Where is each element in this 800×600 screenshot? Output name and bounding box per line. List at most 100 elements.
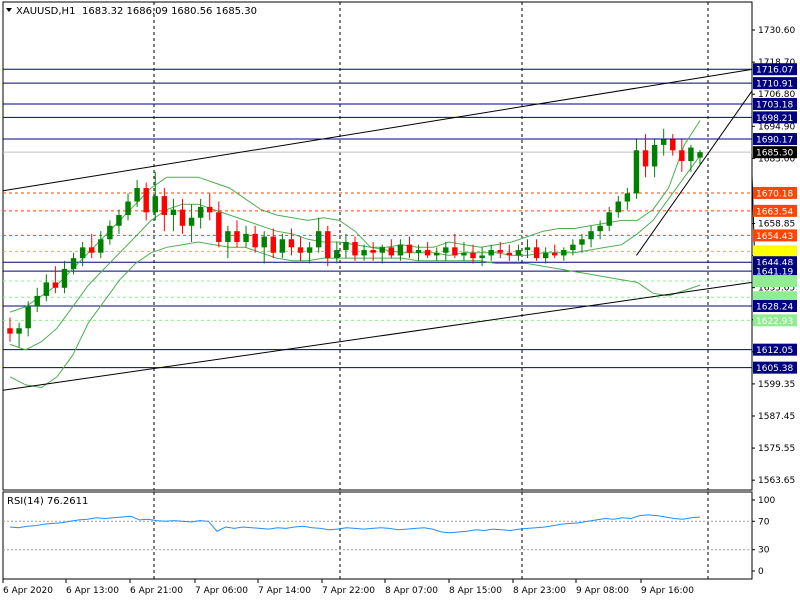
price-tag <box>753 146 797 159</box>
candle-body <box>70 258 77 269</box>
candle-body <box>642 150 649 167</box>
candle-body <box>79 247 86 259</box>
candle-body <box>279 239 286 253</box>
price-tag <box>753 111 797 124</box>
price-tag <box>753 265 797 278</box>
candle-body <box>552 252 558 256</box>
price-tag <box>753 229 797 242</box>
candle-body <box>225 231 231 242</box>
time-axis: 6 Apr 2020 6 Apr 13:00 6 Apr 21:00 7 Apr 06… <box>2 579 694 596</box>
triangle-down-icon[interactable] <box>6 8 12 12</box>
candle-body <box>107 225 113 240</box>
candle-body <box>252 233 258 248</box>
candle-body <box>134 188 140 202</box>
candle-body <box>152 196 158 213</box>
price-tick-label: 1563.65 <box>758 476 795 486</box>
candle-body <box>679 150 685 162</box>
candle-body <box>88 247 95 253</box>
rsi-axis: 100 70 30 0 <box>752 496 775 577</box>
candle-body <box>43 282 50 296</box>
price-tag-label: 1654.43 <box>756 232 793 242</box>
candle-body <box>488 250 494 256</box>
candle-body <box>61 268 68 288</box>
price-tag <box>753 77 797 90</box>
candle-body <box>243 233 249 242</box>
candle-body <box>452 247 458 256</box>
price-tag <box>753 275 797 288</box>
price-tick-label: 1575.55 <box>758 444 795 454</box>
candle-body <box>497 250 503 253</box>
candle-body <box>343 241 349 251</box>
candle-body <box>261 236 267 248</box>
candle-body <box>479 255 485 259</box>
candle-body <box>197 206 204 218</box>
time-tick-label: 8 Apr 07:00 <box>385 586 438 596</box>
candle-body <box>352 241 358 256</box>
rsi-panel-frame <box>2 491 753 580</box>
price-tick-label: 1730.60 <box>758 26 795 36</box>
rsi-vertical-grid <box>153 492 709 579</box>
price-tag-label: 1716.07 <box>756 66 793 76</box>
time-tick-label: 7 Apr 06:00 <box>195 586 248 596</box>
price-tag-label: 1703.18 <box>756 100 793 110</box>
candle-body <box>179 209 186 226</box>
candle-body <box>161 196 168 215</box>
candle-body <box>615 201 622 213</box>
price-tick-label: 1658.85 <box>758 219 795 229</box>
candle-body <box>606 212 612 226</box>
candle-body <box>16 328 22 334</box>
candle-body <box>461 252 467 256</box>
candle-body <box>216 212 222 242</box>
rsi-tick-label: 30 <box>758 546 770 556</box>
candle-body <box>570 244 576 251</box>
time-tick-label: 7 Apr 14:00 <box>258 586 311 596</box>
price-tick-label: 1587.45 <box>758 412 795 422</box>
ohlc-readout: 1683.32 1686.09 1680.56 1685.30 <box>82 6 257 17</box>
price-tag-label: 1685.30 <box>756 149 793 159</box>
candle-body <box>542 252 549 259</box>
price-tick-label: 1706.80 <box>758 90 795 100</box>
symbol-label: XAUUSD,H1 <box>16 6 75 17</box>
price-tag-label: 1644.48 <box>756 259 793 269</box>
trendline-upper-channel <box>2 68 753 192</box>
candlestick-series <box>7 128 703 348</box>
price-tick-label: 1694.90 <box>758 122 795 132</box>
candle-body <box>116 214 122 226</box>
price-tag-label: 1622.93 <box>756 317 793 327</box>
time-tick-label: 6 Apr 21:00 <box>130 586 183 596</box>
bollinger-upper-line <box>9 120 701 313</box>
rsi-series <box>9 514 701 534</box>
candle-body <box>633 150 640 194</box>
price-tag-label: 1628.24 <box>756 303 793 313</box>
candle-body <box>325 231 331 259</box>
rsi-line <box>9 514 701 534</box>
price-tag-label: 1670.18 <box>756 189 793 199</box>
price-tag <box>753 343 797 356</box>
candle-body <box>270 236 277 253</box>
candle-body <box>415 250 422 253</box>
price-panel-frame <box>2 1 753 491</box>
rsi-levels <box>3 520 752 551</box>
candle-body <box>34 295 40 307</box>
price-tag-label: 1612.05 <box>756 346 793 356</box>
price-tag <box>753 300 797 313</box>
rsi-label: RSI(14) 76.2611 <box>7 496 88 507</box>
candle-body <box>315 231 322 248</box>
candle-body <box>579 239 585 245</box>
candle-body <box>379 247 385 253</box>
candle-body <box>470 252 476 259</box>
candle-body <box>624 193 631 202</box>
price-tag-label: 1690.17 <box>756 136 793 146</box>
candle-body <box>388 247 395 256</box>
price-tick-label: 1635.05 <box>758 284 795 294</box>
time-tick-label: 8 Apr 15:00 <box>449 586 502 596</box>
price-tick-label: 1599.35 <box>758 380 795 390</box>
candle-body <box>588 231 594 240</box>
candle-body <box>98 239 104 253</box>
candle-body <box>297 247 304 253</box>
price-tag <box>753 245 797 258</box>
candle-body <box>361 250 367 256</box>
price-tags: 1716.07 1710.91 1703.18 1698.21 1690.17 1685.… <box>753 63 797 374</box>
time-tick-label: 7 Apr 22:00 <box>322 586 375 596</box>
rsi-tick-label: 100 <box>758 496 775 506</box>
